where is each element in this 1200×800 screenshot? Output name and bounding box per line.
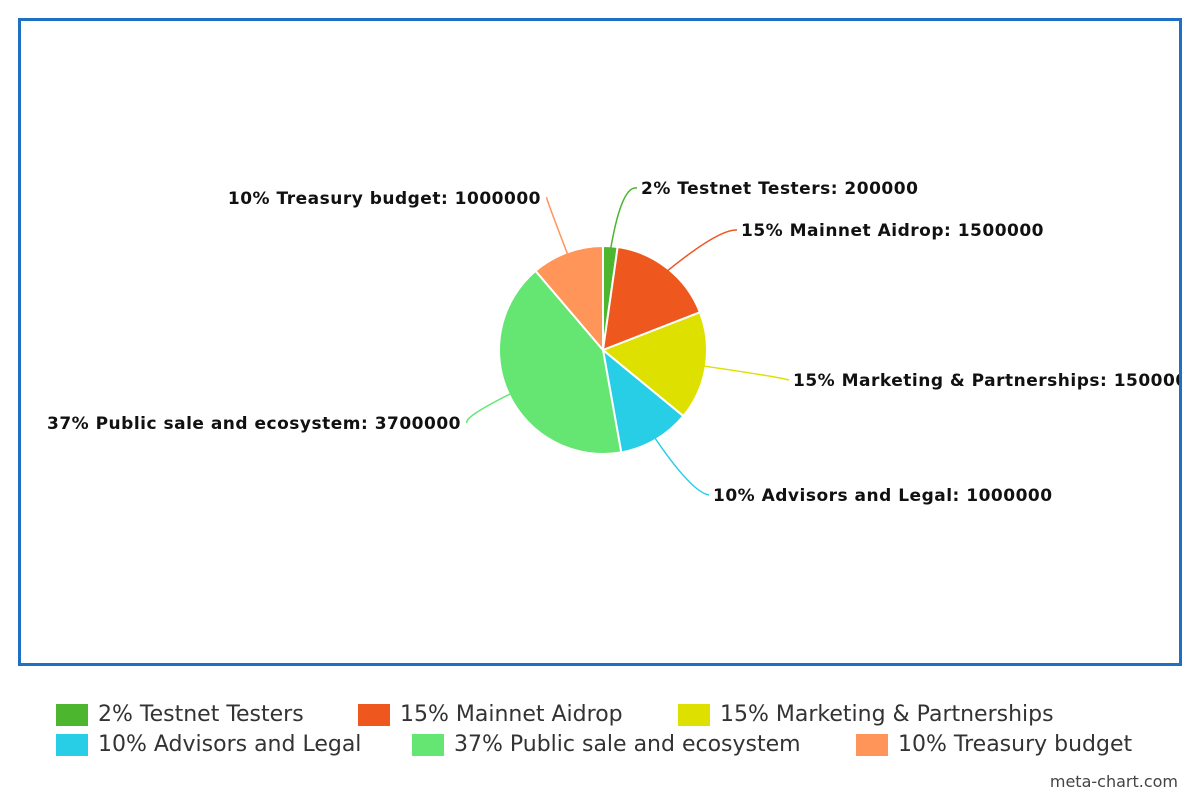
leader-line-1 (609, 187, 638, 255)
pie-slice-2[interactable] (601, 245, 702, 352)
chart-frame: 2% Testnet Testers: 200000 15% Mainnet Ai… (18, 18, 1182, 666)
legend-swatch (358, 704, 390, 726)
slice-label-6: 10% Treasury budget: 1000000 (228, 189, 541, 209)
slice-label-2: 15% Mainnet Aidrop: 1500000 (741, 221, 1044, 241)
leader-line-4 (650, 432, 710, 496)
legend-label: 10% Treasury budget (898, 732, 1133, 757)
legend-swatch (56, 734, 88, 756)
leader-line-6 (545, 197, 571, 261)
slice-label-4: 10% Advisors and Legal: 1000000 (713, 486, 1053, 506)
legend-swatch (856, 734, 888, 756)
leader-line-5 (466, 390, 517, 424)
legend-label: 37% Public sale and ecosystem (454, 732, 801, 757)
slice-label-1: 2% Testnet Testers: 200000 (641, 179, 918, 199)
legend-label: 15% Marketing & Partnerships (720, 702, 1054, 727)
slice-label-3: 15% Marketing & Partnerships: 1500000 (793, 371, 1179, 391)
legend-label: 2% Testnet Testers (98, 702, 304, 727)
legend-label: 10% Advisors and Legal (98, 732, 362, 757)
pie-chart: 2% Testnet Testers: 200000 15% Mainnet Ai… (47, 179, 1179, 506)
legend-label: 15% Mainnet Aidrop (400, 702, 623, 727)
legend-swatch (412, 734, 444, 756)
slice-label-5: 37% Public sale and ecosystem: 3700000 (47, 414, 461, 434)
watermark: meta-chart.com (1049, 772, 1178, 791)
leader-line-2 (662, 229, 738, 276)
legend-swatch (56, 704, 88, 726)
leader-line-3 (697, 364, 790, 381)
legend-swatch (678, 704, 710, 726)
